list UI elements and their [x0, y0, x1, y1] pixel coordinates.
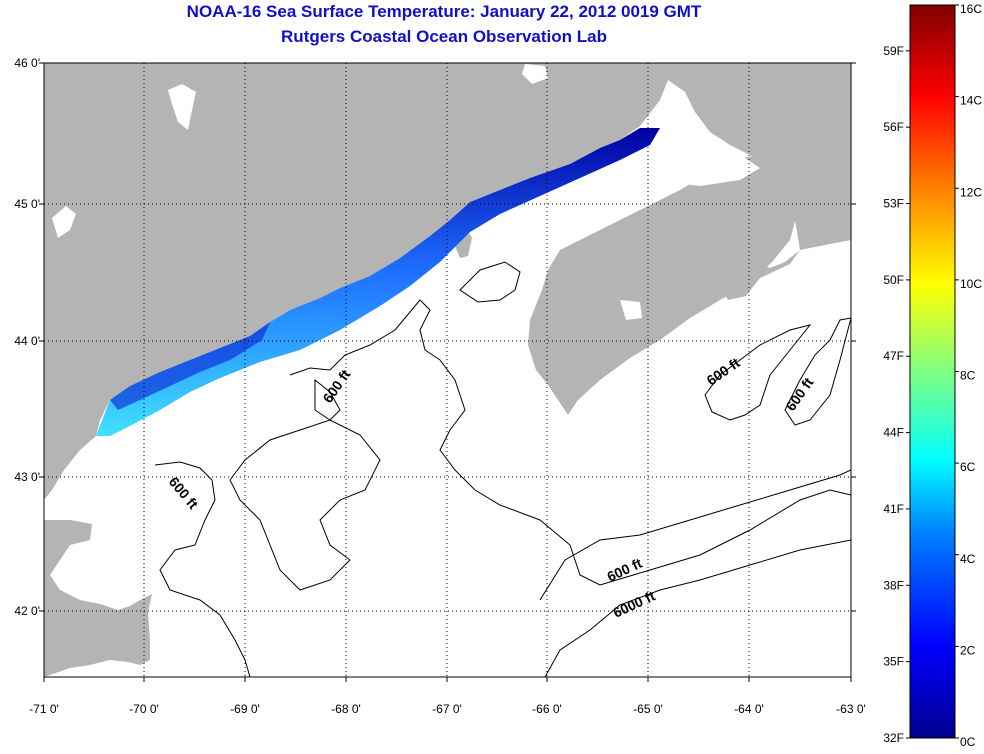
colorbar-f-label: 35F — [883, 655, 904, 669]
colorbar-f-label: 44F — [883, 426, 904, 440]
colorbar-f-label: 56F — [883, 120, 904, 134]
colorbar-c-label: 8C — [960, 369, 976, 383]
cloud-patch — [52, 206, 76, 238]
lat-tick-label: 44 0' — [14, 334, 40, 348]
sst-coastal-band — [96, 128, 660, 436]
lon-tick-label: -68 0' — [331, 702, 361, 716]
colorbar-c-label: 4C — [960, 552, 976, 566]
lat-tick-label: 45 0' — [14, 197, 40, 211]
land-cape-cod — [44, 520, 152, 677]
map-subtitle: Rutgers Coastal Ocean Observation Lab — [281, 27, 607, 46]
lon-tick-label: -67 0' — [432, 702, 462, 716]
lon-tick-label: -65 0' — [633, 702, 663, 716]
cloud-patch — [522, 64, 548, 84]
sst-band-darker — [110, 322, 270, 410]
colorbar-c-label: 6C — [960, 460, 976, 474]
colorbar-f-label: 53F — [883, 197, 904, 211]
land-nova-scotia — [528, 155, 798, 415]
lon-tick-label: -71 0' — [29, 702, 59, 716]
lat-tick-label: 46 0' — [14, 56, 40, 70]
lat-tick-label: 43 0' — [14, 470, 40, 484]
colorbar-f-label: 50F — [883, 273, 904, 287]
lon-tick-label: -66 0' — [532, 702, 562, 716]
lon-tick-label: -64 0' — [734, 702, 764, 716]
lon-tick-label: -69 0' — [230, 702, 260, 716]
longitude-labels: -71 0' -70 0' -69 0' -68 0' -67 0' -66 0' -65 … — [29, 677, 866, 716]
colorbar-fahrenheit-labels: 59F 56F 53F 50F 47F 44F 41F 38F 35F 32F — [883, 44, 910, 745]
map-title: NOAA-16 Sea Surface Temperature: January… — [186, 2, 702, 21]
colorbar-c-label: 12C — [960, 185, 982, 199]
colorbar-f-label: 59F — [883, 44, 904, 58]
colorbar-f-label: 41F — [883, 502, 904, 516]
lon-tick-label: -70 0' — [129, 702, 159, 716]
colorbar-c-label: 0C — [960, 735, 976, 749]
colorbar-c-label: 14C — [960, 94, 982, 108]
graticule — [44, 63, 851, 677]
cloud-patch — [620, 300, 642, 320]
colorbar-f-label: 38F — [883, 578, 904, 592]
lon-tick-label: -63 0' — [836, 702, 866, 716]
cloud-patch — [665, 148, 760, 186]
colorbar-c-label: 10C — [960, 277, 982, 291]
colorbar-c-label: 16C — [960, 2, 982, 16]
colorbar-c-label: 2C — [960, 643, 976, 657]
latitude-labels: 46 0' 45 0' 44 0' 43 0' 42 0' — [14, 56, 856, 618]
colorbar-celsius-labels: 16C 14C 12C 10C 8C 6C 4C 2C 0C — [955, 2, 982, 749]
lat-tick-label: 42 0' — [14, 604, 40, 618]
cloud-patch — [168, 84, 196, 130]
colorbar-f-label: 47F — [883, 349, 904, 363]
bathymetry-contours — [154, 261, 851, 677]
colorbar-f-label: 32F — [883, 731, 904, 745]
land-mainland — [44, 63, 851, 500]
colorbar — [909, 4, 956, 739]
